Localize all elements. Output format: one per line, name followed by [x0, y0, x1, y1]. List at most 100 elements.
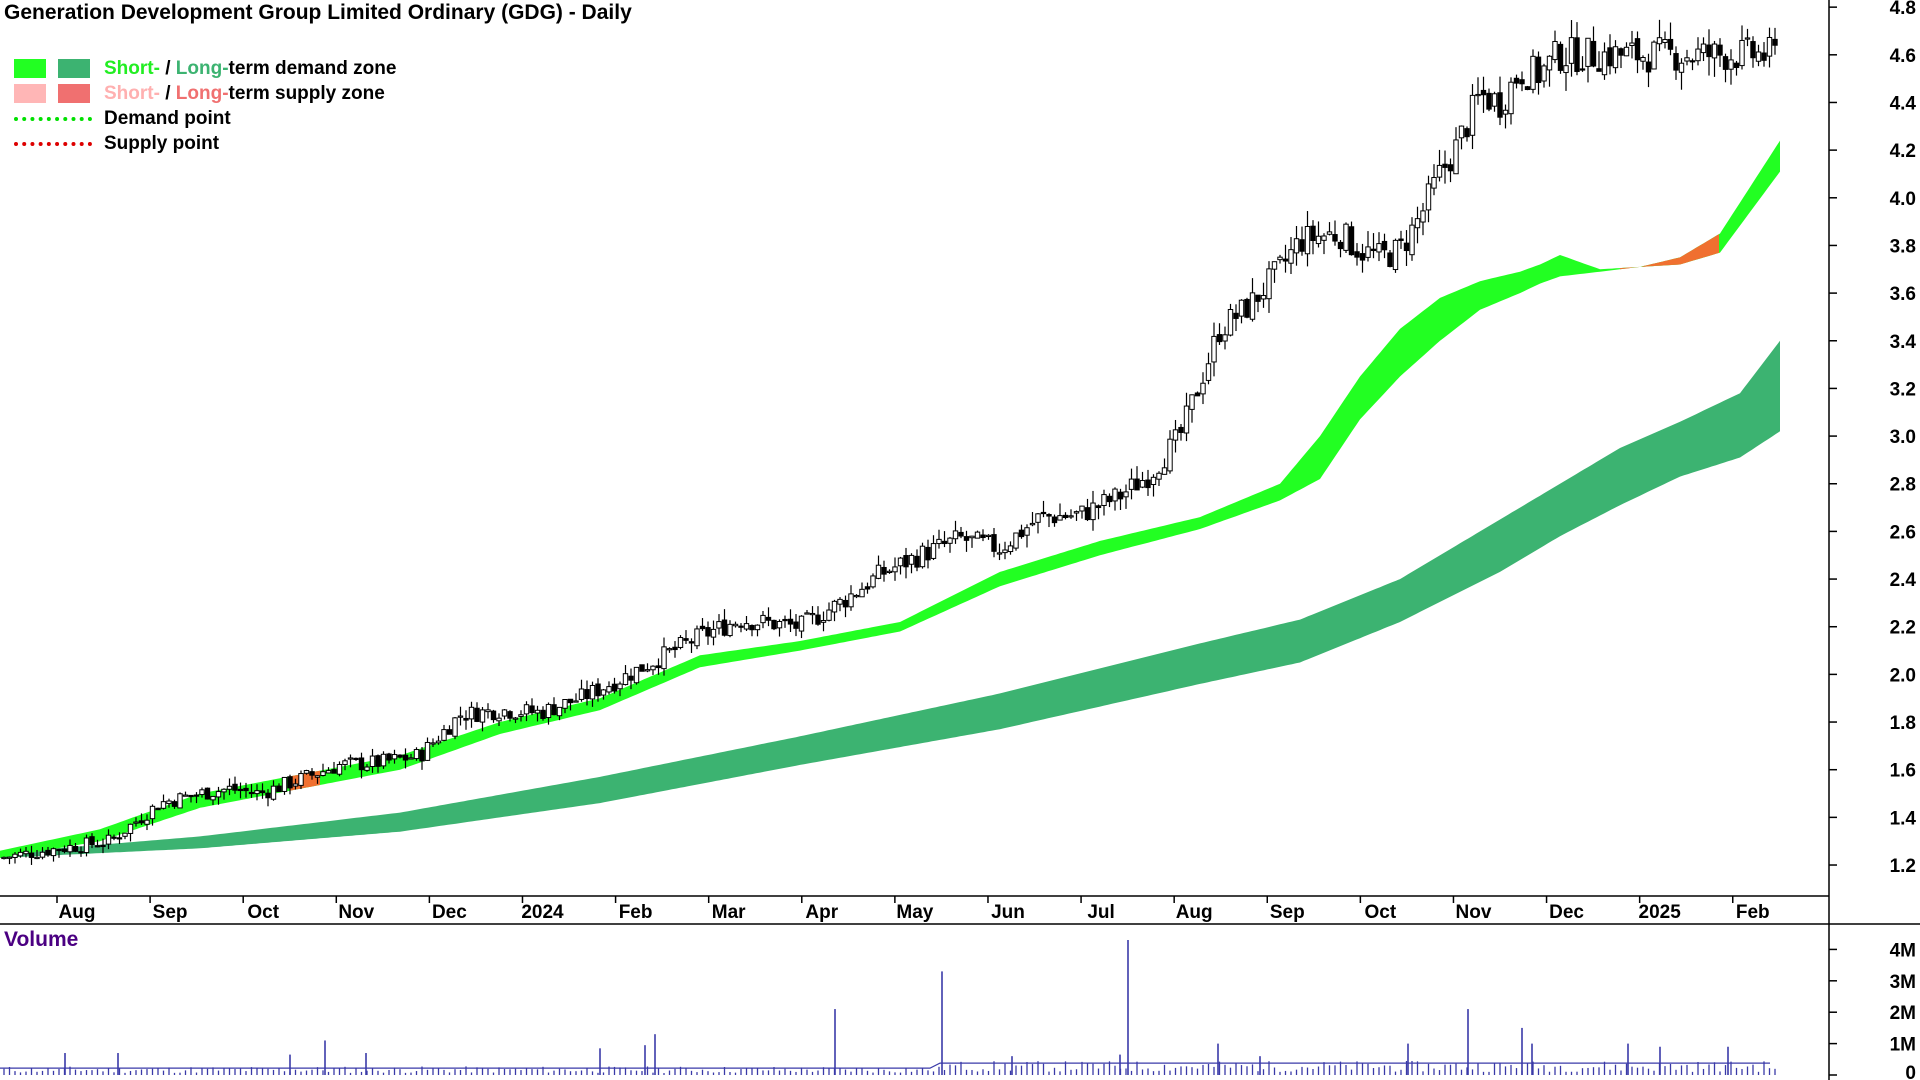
price-candle [452, 716, 458, 740]
volume-average-line [0, 1062, 1770, 1069]
price-candle [116, 832, 123, 845]
price-candle [545, 702, 552, 725]
volume-tick-label: 2M [1890, 1003, 1916, 1024]
price-candle [749, 624, 755, 637]
price-candle [699, 618, 706, 631]
price-candle [1332, 220, 1338, 246]
price-candle [1194, 391, 1201, 397]
price-candles [1, 19, 1778, 865]
price-candle [1233, 304, 1239, 332]
price-candle [1596, 51, 1602, 72]
price-candle [1112, 487, 1118, 511]
price-tick-label: 1.4 [1890, 808, 1917, 829]
date-tick-label: 2025 [1639, 902, 1682, 923]
date-tick-label: Feb [619, 902, 653, 923]
price-candle [584, 680, 590, 706]
price-candle [1222, 326, 1228, 350]
price-candle [919, 542, 926, 569]
price-candle [182, 791, 189, 797]
price-candle [1040, 500, 1047, 518]
price-candle [1035, 513, 1041, 534]
price-candle [1464, 126, 1470, 142]
price-candle [111, 834, 117, 841]
date-tick-label: Feb [1736, 902, 1770, 923]
price-candle [595, 678, 601, 702]
price-candle [1090, 490, 1096, 531]
price-candle [710, 620, 717, 646]
date-tick-label: Nov [1456, 902, 1492, 923]
price-candle [1684, 49, 1690, 66]
price-tick-label: 4.0 [1890, 189, 1916, 210]
price-candle [160, 794, 167, 810]
price-candle [193, 792, 200, 804]
price-candle [540, 706, 546, 721]
legend-supply-zone-text: term supply zone [228, 83, 385, 104]
price-candle [947, 536, 953, 553]
price-candle [991, 527, 997, 558]
price-candle [892, 557, 898, 581]
short-term-demand-zone [0, 140, 1780, 858]
price-candle [782, 615, 788, 628]
price-candle [1486, 88, 1492, 112]
price-candle [1370, 233, 1377, 259]
price-candle [1662, 31, 1668, 49]
price-candle [380, 751, 387, 769]
price-candle [743, 615, 750, 631]
price-candle [364, 764, 370, 772]
price-candle [1348, 221, 1355, 256]
price-candle [155, 807, 161, 811]
price-candle [39, 847, 46, 860]
price-candle [837, 597, 843, 612]
price-candle [980, 529, 986, 542]
price-candle [881, 560, 887, 582]
price-candle [661, 637, 667, 676]
price-candle [265, 789, 271, 807]
price-candle [1761, 42, 1767, 67]
volume-tick-label: 4M [1890, 940, 1916, 961]
price-candle [589, 681, 596, 707]
volume-panel-title: Volume [4, 928, 79, 951]
price-candle [820, 611, 827, 632]
price-candle [23, 846, 29, 858]
price-candle [666, 647, 673, 653]
price-candle [958, 526, 964, 539]
price-tick-label: 2.8 [1890, 475, 1916, 496]
price-candle [1392, 238, 1399, 273]
volume-bars [0, 940, 1776, 1075]
price-candle [1706, 29, 1712, 76]
price-candle [1480, 76, 1487, 113]
price-candle [1337, 239, 1344, 258]
volume-tick-label: 3M [1890, 972, 1916, 993]
price-tick-label: 2.4 [1890, 570, 1917, 591]
price-tick-label: 4.2 [1890, 141, 1916, 162]
price-candle [1618, 47, 1624, 69]
price-candle [1458, 125, 1465, 150]
price-candle [996, 543, 1003, 561]
price-candle [254, 784, 260, 801]
price-candle [842, 595, 849, 618]
price-candle [17, 848, 24, 858]
price-candle [468, 701, 475, 728]
price-candle [1277, 254, 1283, 264]
price-candle [1717, 38, 1723, 67]
date-tick-label: Sep [153, 902, 188, 923]
price-candle [600, 688, 607, 700]
price-candle [1156, 471, 1162, 486]
price-candle [1128, 468, 1135, 500]
price-candle [1255, 294, 1261, 313]
price-candle [1376, 232, 1382, 262]
price-candle [1266, 261, 1272, 313]
price-candle [105, 829, 112, 850]
legend-demand-zone-text: term demand zone [228, 58, 397, 79]
price-candle [1557, 41, 1564, 74]
price-candle [1343, 222, 1349, 253]
price-candle [358, 752, 365, 779]
price-tick-label: 3.4 [1890, 332, 1917, 353]
price-candle [1585, 37, 1591, 83]
price-candle [221, 788, 227, 800]
price-candle [375, 754, 381, 773]
price-candle [237, 782, 244, 799]
price-candle [776, 619, 783, 637]
date-tick-label: Apr [805, 902, 838, 923]
legend-long-label: Long- [175, 83, 229, 104]
